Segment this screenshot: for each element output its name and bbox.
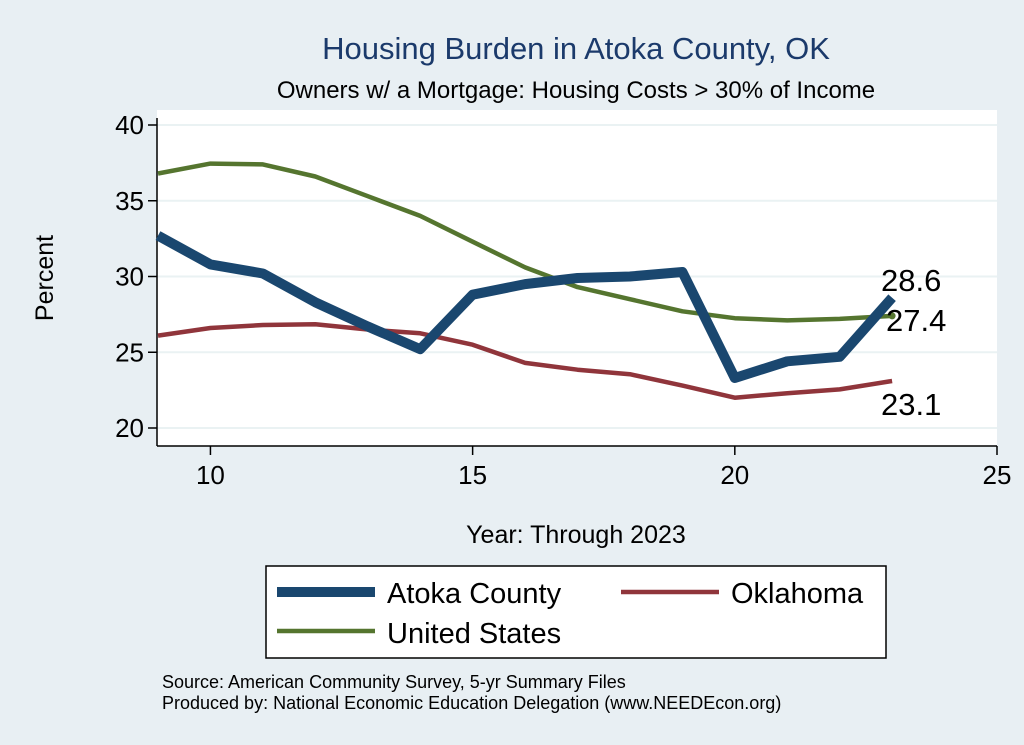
y-tick-label: 25 — [115, 337, 144, 367]
x-tick-label: 15 — [458, 460, 487, 490]
y-tick-label: 20 — [115, 413, 144, 443]
series-lines — [155, 161, 896, 400]
x-tick-label: 10 — [196, 460, 225, 490]
y-tick-label: 30 — [115, 262, 144, 292]
x-axis-title: Year: Through 2023 — [466, 521, 686, 549]
end-label-oklahoma: 23.1 — [881, 387, 941, 422]
y-axis-ticks: 20 25 30 35 40 — [115, 110, 157, 443]
legend-label-united-states: United States — [387, 618, 561, 650]
chart-title: Housing Burden in Atoka County, OK — [322, 31, 830, 66]
x-tick-label: 20 — [720, 460, 749, 490]
axes — [156, 118, 997, 447]
chart-subtitle: Owners w/ a Mortgage: Housing Costs > 30… — [277, 77, 875, 104]
x-tick-label: 25 — [983, 460, 1012, 490]
end-label-united-states: 27.4 — [886, 303, 946, 338]
legend-box — [265, 565, 887, 659]
legend-label-atoka: Atoka County — [387, 578, 562, 610]
series-line-oklahoma — [157, 321, 893, 400]
y-axis-title: Percent — [31, 235, 59, 321]
series-line-united-states — [157, 161, 893, 323]
y-tick-label: 35 — [115, 186, 144, 216]
united-states-end-marker — [888, 312, 896, 320]
produced-by-note: Produced by: National Economic Education… — [162, 693, 781, 713]
end-label-atoka: 28.6 — [881, 263, 941, 298]
y-tick-label: 40 — [115, 110, 144, 140]
series-line-atoka — [155, 231, 896, 383]
legend-label-oklahoma: Oklahoma — [731, 578, 864, 610]
source-note: Source: American Community Survey, 5-yr … — [162, 672, 626, 692]
x-axis-ticks: 10 15 20 25 — [196, 446, 1011, 490]
legend: Atoka County Oklahoma United States — [265, 565, 887, 659]
